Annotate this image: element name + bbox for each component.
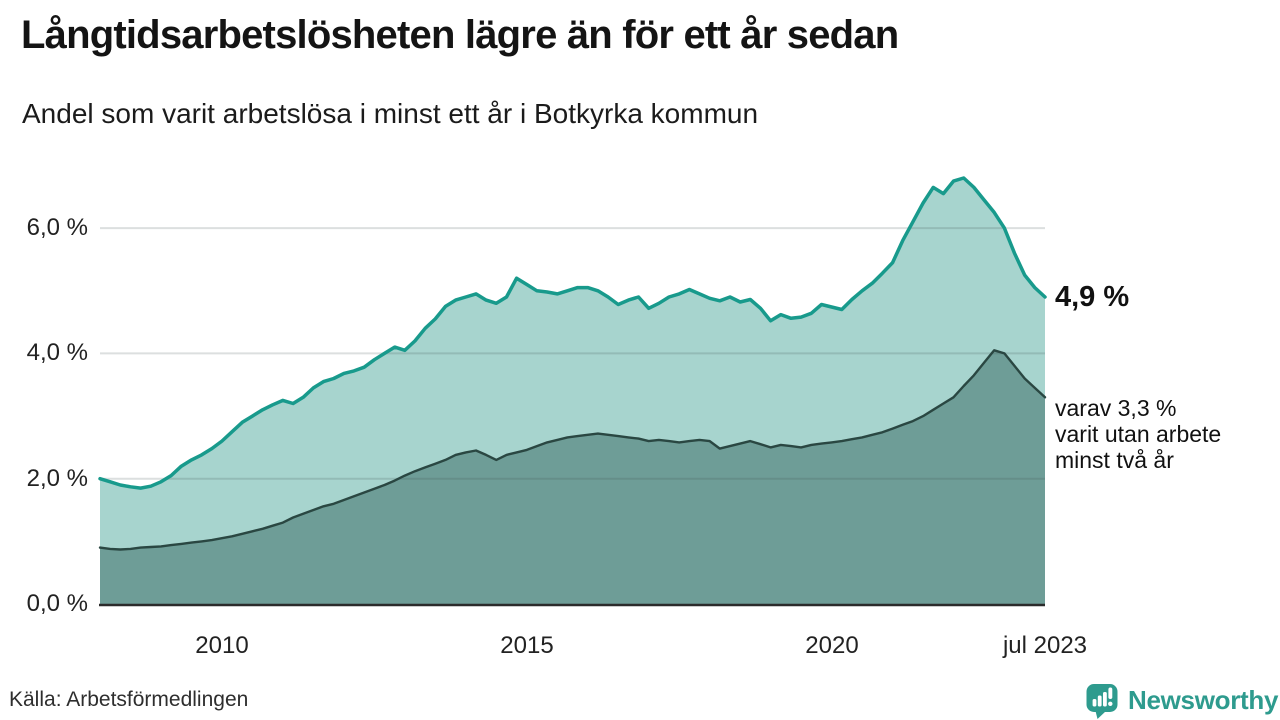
latest-value-label: 4,9 % <box>1055 281 1130 313</box>
source-note: Källa: Arbetsförmedlingen <box>9 688 249 711</box>
y-axis-label: 0,0 % <box>26 590 88 617</box>
x-axis-label: 2015 <box>500 632 554 659</box>
brand-name: Newsworthy <box>1128 685 1279 715</box>
newsworthy-brand[interactable]: Newsworthy <box>1084 682 1278 719</box>
x-axis-label: 2020 <box>805 632 859 659</box>
y-axis-label: 6,0 % <box>26 214 88 242</box>
area-two-year <box>100 350 1045 604</box>
line-two-year <box>98 349 1047 551</box>
chart-subtitle: Andel som varit arbetslösa i minst ett å… <box>22 98 759 129</box>
y-axis-label: 4,0 % <box>26 339 88 367</box>
two-year-note-label: varav 3,3 % varit utan arbete minst två … <box>1055 395 1222 473</box>
newsworthy-logo-icon <box>1086 684 1118 719</box>
x-axis-label: jul 2023 <box>1002 632 1088 659</box>
line-one-year <box>98 176 1047 490</box>
x-axis-label: 2010 <box>195 632 249 659</box>
chart-title: Långtidsarbetslösheten lägre än för ett … <box>21 13 899 57</box>
y-axis-label: 2,0 % <box>26 464 88 492</box>
